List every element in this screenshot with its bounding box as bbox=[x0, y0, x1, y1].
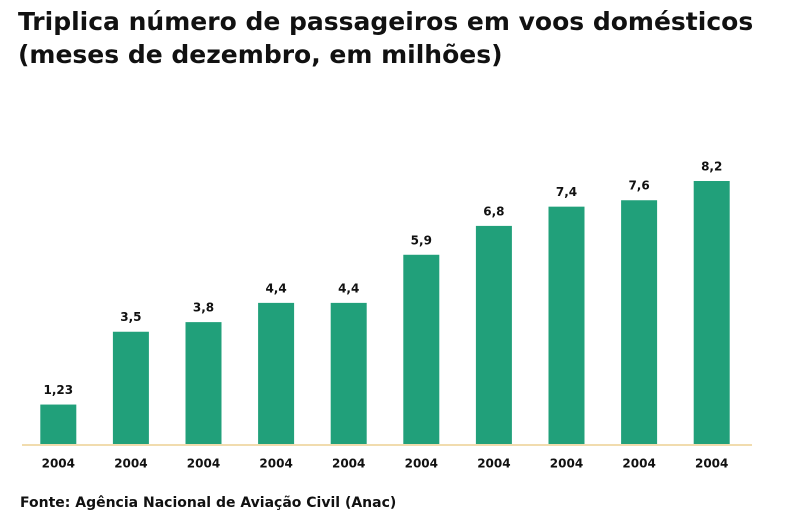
x-tick-label: 2004 bbox=[695, 457, 728, 471]
value-label: 4,4 bbox=[265, 281, 286, 295]
x-tick-label: 2004 bbox=[550, 457, 583, 471]
x-tick-label: 2004 bbox=[332, 457, 365, 471]
value-label: 6,8 bbox=[483, 204, 504, 218]
bar bbox=[330, 302, 367, 444]
bar bbox=[403, 254, 440, 444]
value-label: 5,9 bbox=[411, 233, 432, 247]
value-label: 8,2 bbox=[701, 160, 722, 174]
bar bbox=[548, 206, 585, 444]
bar bbox=[621, 200, 658, 444]
bar bbox=[693, 181, 730, 444]
x-tick-label: 2004 bbox=[187, 457, 220, 471]
x-tick-label: 2004 bbox=[114, 457, 147, 471]
bar bbox=[185, 322, 222, 444]
x-tick-label: 2004 bbox=[477, 457, 510, 471]
value-label: 7,6 bbox=[628, 179, 649, 193]
value-label: 1,23 bbox=[43, 383, 73, 397]
value-label: 7,4 bbox=[556, 185, 577, 199]
chart-subtitle: (meses de dezembro, em milhões) bbox=[18, 40, 503, 69]
value-label: 3,8 bbox=[193, 301, 214, 315]
chart-title: Triplica número de passageiros em voos d… bbox=[18, 7, 753, 36]
x-tick-label: 2004 bbox=[622, 457, 655, 471]
source: Fonte: Agência Nacional de Aviação Civil… bbox=[20, 495, 396, 511]
bar bbox=[112, 331, 149, 444]
value-label: 3,5 bbox=[120, 310, 141, 324]
bar bbox=[40, 404, 77, 444]
x-tick-label: 2004 bbox=[405, 457, 438, 471]
x-tick-label: 2004 bbox=[259, 457, 292, 471]
bar bbox=[475, 225, 512, 444]
bar bbox=[258, 302, 295, 444]
value-label: 4,4 bbox=[338, 281, 359, 295]
x-tick-label: 2004 bbox=[42, 457, 75, 471]
